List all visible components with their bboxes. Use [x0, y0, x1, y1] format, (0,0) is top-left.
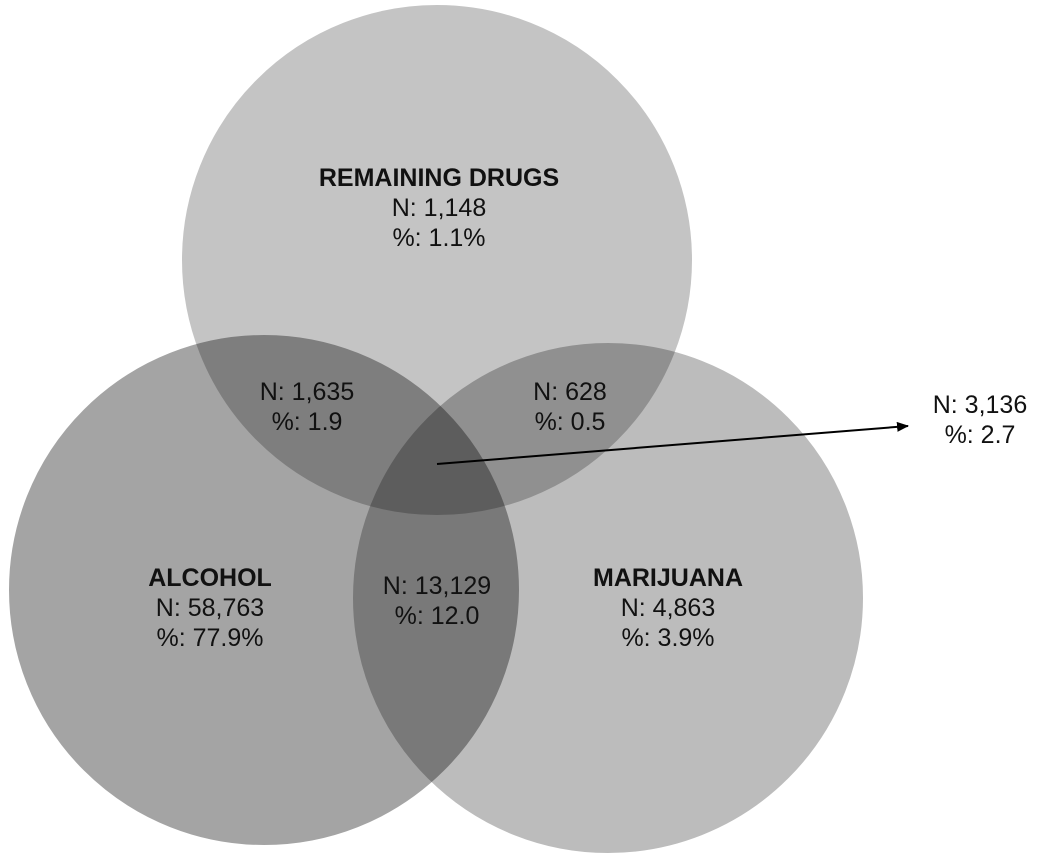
marijuana-n: N: 4,863 — [620, 594, 716, 622]
remaining-drugs-pct: %: 1.1% — [392, 224, 486, 252]
marijuana-title: MARIJUANA — [593, 564, 743, 592]
alcohol-label: ALCOHOL N: 58,763 %: 77.9% — [110, 563, 310, 653]
remaining-marijuana-n: N: 628 — [533, 378, 607, 406]
remaining-marijuana-intersection-label: N: 628 %: 0.5 — [495, 377, 645, 437]
marijuana-circle — [351, 341, 865, 855]
alcohol-title: ALCOHOL — [148, 564, 272, 592]
all-three-intersection-label: N: 3,136 %: 2.7 — [915, 390, 1045, 450]
alcohol-marijuana-pct: %: 12.0 — [394, 602, 480, 630]
alcohol-remaining-intersection-label: N: 1,635 %: 1.9 — [232, 377, 382, 437]
alcohol-pct: %: 77.9% — [156, 624, 264, 652]
alcohol-marijuana-intersection-label: N: 13,129 %: 12.0 — [362, 571, 512, 631]
all-three-pct: %: 2.7 — [944, 421, 1016, 449]
all-three-n: N: 3,136 — [932, 391, 1028, 419]
alcohol-marijuana-n: N: 13,129 — [382, 572, 492, 600]
marijuana-pct: %: 3.9% — [621, 624, 715, 652]
all-three-pointer-arrow — [436, 421, 909, 465]
alcohol-remaining-n: N: 1,635 — [259, 378, 355, 406]
remaining-drugs-n: N: 1,148 — [391, 194, 487, 222]
remaining-drugs-label: REMAINING DRUGS N: 1,148 %: 1.1% — [289, 163, 589, 253]
remaining-drugs-title: REMAINING DRUGS — [318, 164, 560, 192]
remaining-marijuana-pct: %: 0.5 — [534, 408, 606, 436]
alcohol-n: N: 58,763 — [155, 594, 265, 622]
marijuana-label: MARIJUANA N: 4,863 %: 3.9% — [568, 563, 768, 653]
alcohol-remaining-pct: %: 1.9 — [271, 408, 343, 436]
